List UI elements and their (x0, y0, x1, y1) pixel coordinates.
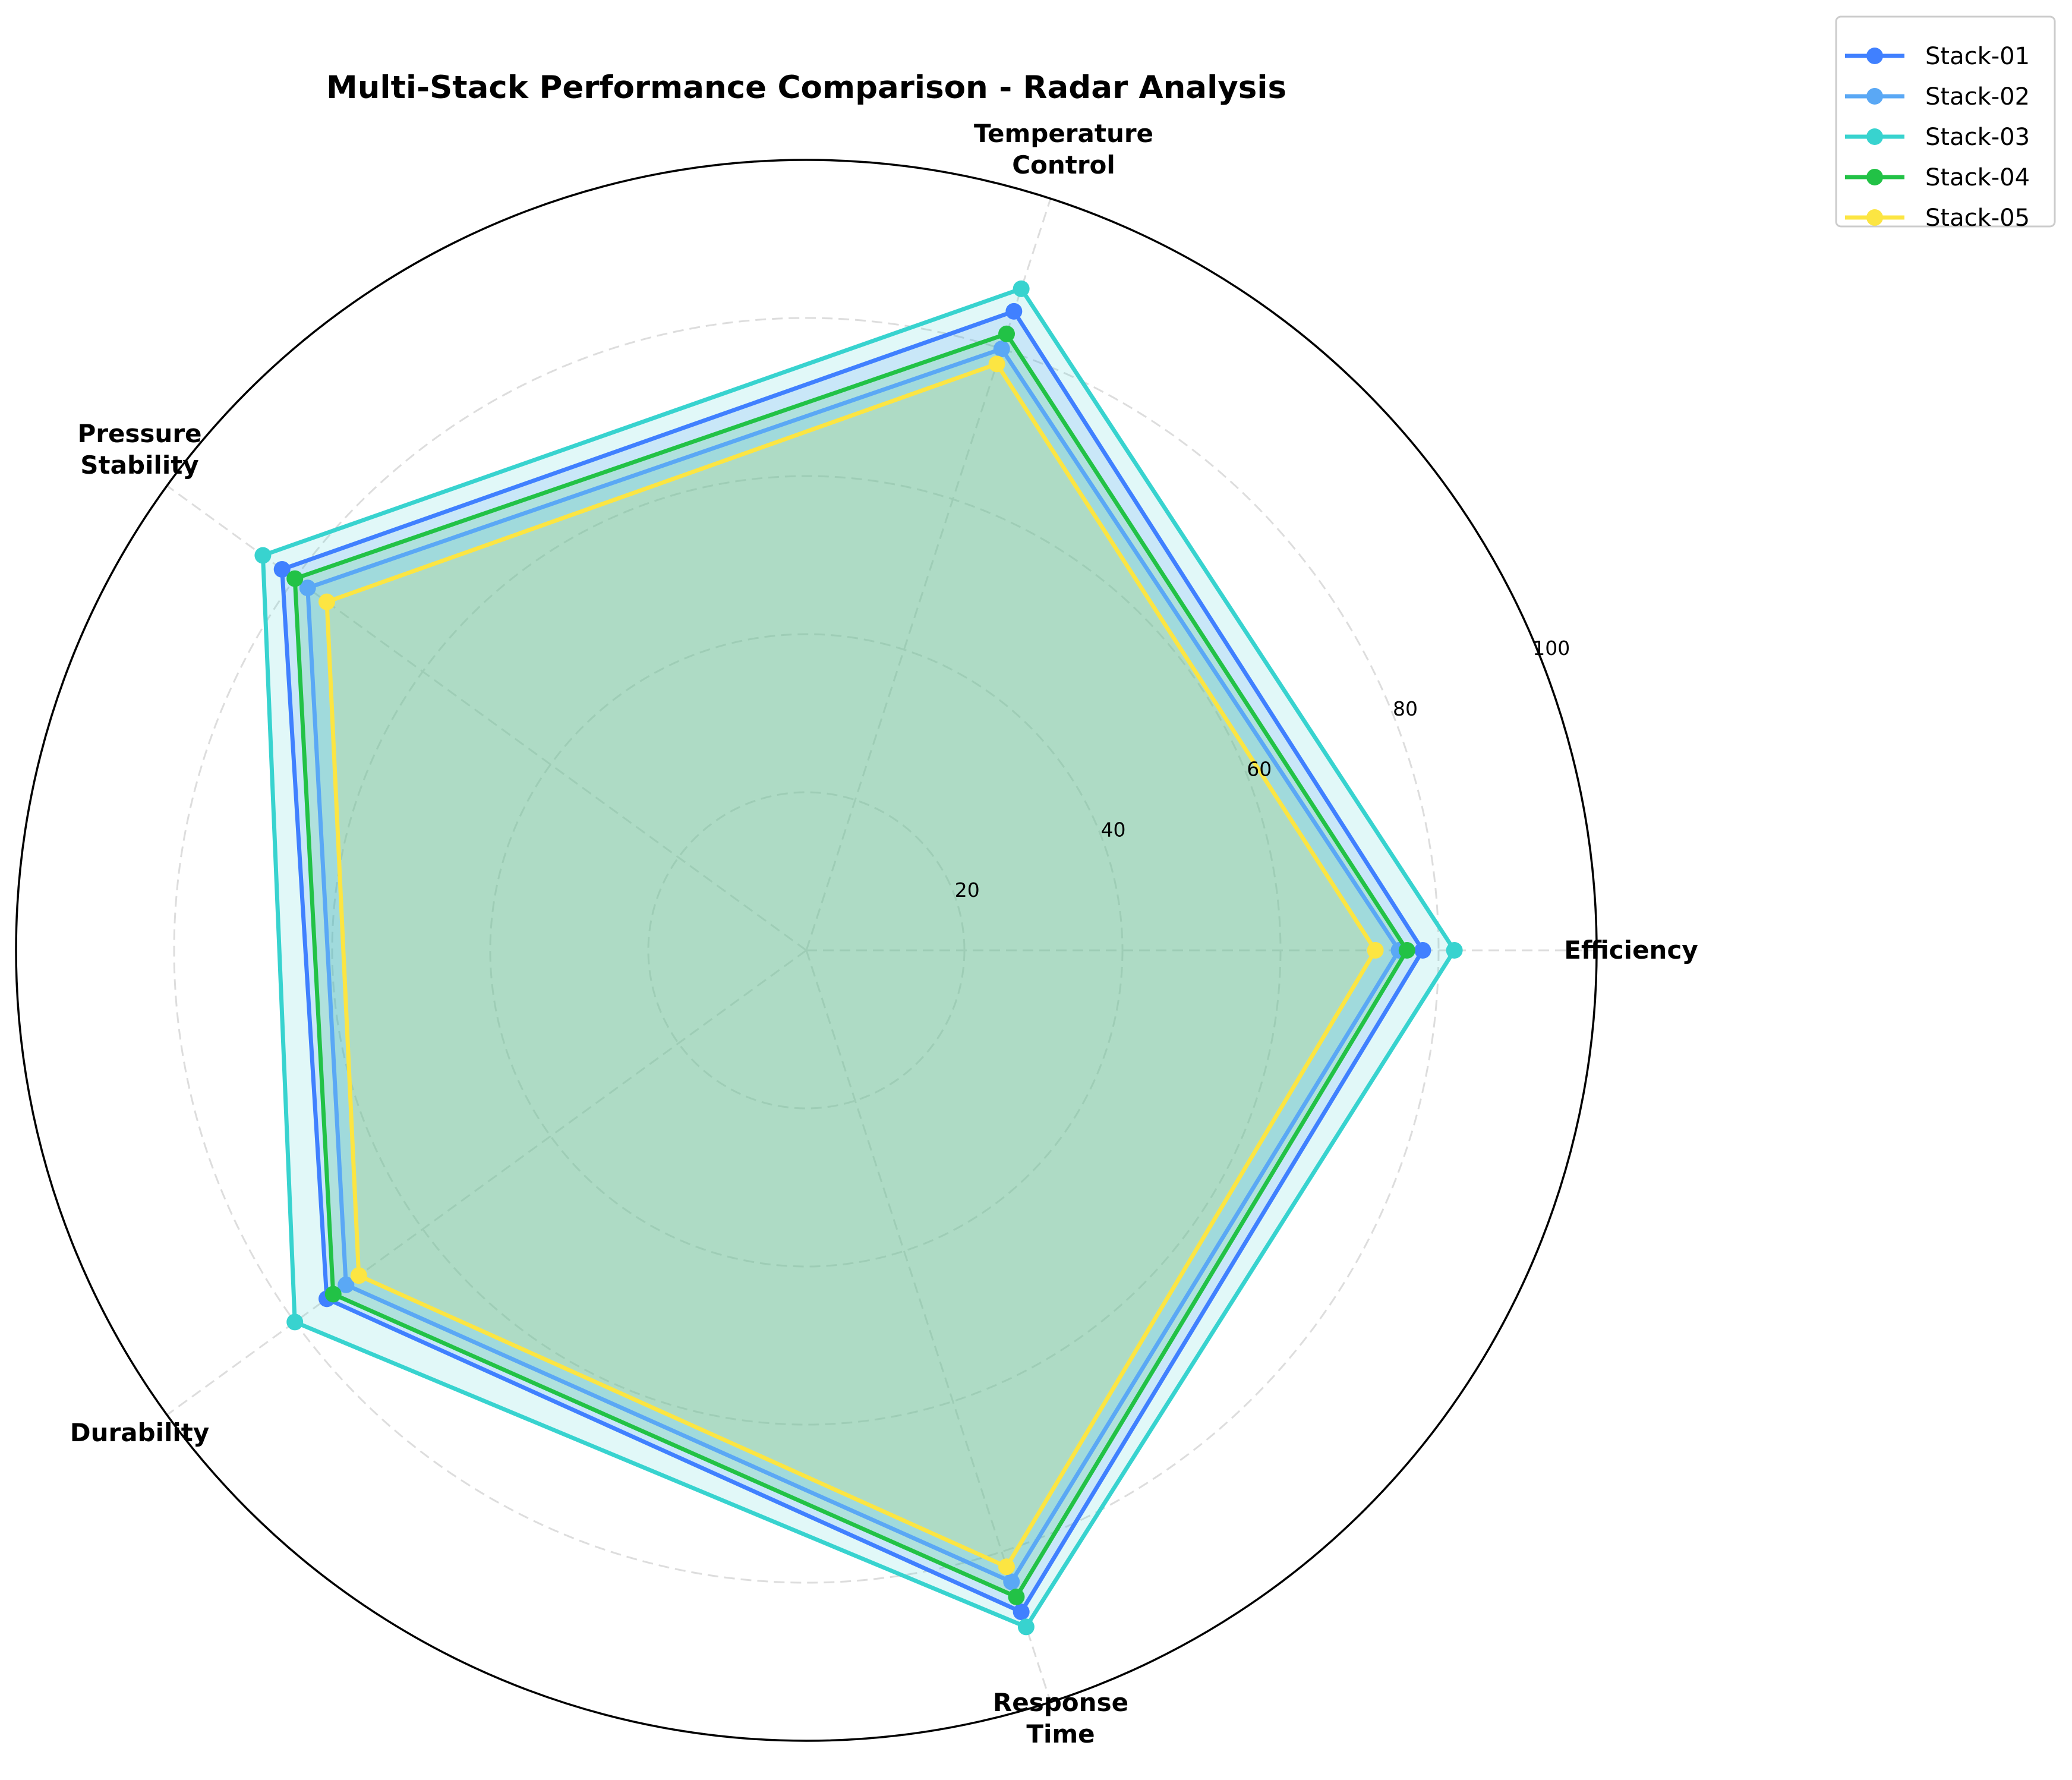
data-point-marker (1017, 1618, 1035, 1636)
legend-label: Stack-03 (1925, 124, 2030, 151)
series-fill-stack-03 (263, 288, 1455, 1627)
data-point-marker (1414, 942, 1431, 959)
data-point-marker (286, 570, 304, 587)
data-point-marker (998, 1558, 1015, 1576)
series-line (324, 361, 1378, 1570)
legend-box (1835, 15, 2056, 228)
series-line (305, 346, 1402, 1584)
data-point-marker (338, 1276, 355, 1293)
outer-frame (15, 159, 1598, 1742)
axis-label: Pressure Stability (77, 419, 201, 480)
radial-tick-label: 100 (1532, 637, 1570, 660)
series-lines (254, 280, 1463, 1636)
data-point-marker (254, 547, 272, 564)
legend-item-stack-02[interactable]: Stack-02 (1845, 83, 2030, 111)
data-point-marker (1446, 942, 1463, 959)
data-point-marker (988, 355, 1005, 373)
legend-marker-icon (1866, 209, 1883, 226)
legend-item-stack-04[interactable]: Stack-04 (1845, 164, 2030, 191)
grid-spoke (805, 198, 1052, 951)
data-point-marker (299, 579, 316, 597)
data-point-marker (273, 560, 291, 578)
legend-label: Stack-04 (1925, 164, 2030, 191)
chart-title: Multi-Stack Performance Comparison - Rad… (326, 70, 1286, 106)
series-fill-stack-02 (307, 349, 1399, 1582)
data-series (254, 280, 1463, 1636)
axis-label: Efficiency (1564, 935, 1698, 965)
series-fills (263, 288, 1455, 1627)
radial-tick-label: 60 (1247, 758, 1272, 781)
series-fill-stack-04 (295, 333, 1407, 1597)
grid-spoke (166, 949, 807, 1416)
radial-tick-label: 40 (1101, 818, 1126, 841)
legend-label: Stack-02 (1925, 83, 2030, 111)
data-point-marker (350, 1267, 367, 1284)
series-line (292, 331, 1409, 1600)
legend-item-stack-03[interactable]: Stack-03 (1845, 124, 2030, 151)
legend-label: Stack-01 (1925, 43, 2030, 70)
series-stack-04 (286, 325, 1415, 1605)
series-line (260, 286, 1457, 1630)
legend-item-stack-05[interactable]: Stack-05 (1845, 204, 2030, 232)
legend-label: Stack-05 (1925, 204, 2030, 232)
legend-marker-icon (1866, 48, 1883, 64)
legend-item-stack-01[interactable]: Stack-01 (1845, 43, 2030, 70)
legend-marker-icon (1866, 128, 1883, 145)
radial-tick-label: 80 (1393, 697, 1418, 720)
series-fill-stack-01 (282, 311, 1423, 1612)
series-line (280, 308, 1426, 1615)
data-point-marker (1013, 1603, 1030, 1621)
radial-tick-label: 20 (955, 878, 980, 902)
radial-tick-labels: 20 40 60 80 100 (955, 637, 1570, 902)
axis-label: Temperature Control (974, 119, 1153, 179)
series-stack-01 (273, 303, 1431, 1621)
data-point-marker (318, 593, 336, 610)
series-stack-03 (254, 280, 1463, 1636)
legend-marker-icon (1866, 169, 1883, 185)
grid-spoke (166, 485, 807, 952)
data-point-marker (324, 1286, 342, 1303)
legend: Stack-01 Stack-02 Stack-03 Stack-04 Stack-05 (1835, 15, 2056, 232)
axis-label: Durability (70, 1418, 210, 1447)
series-stack-05 (318, 355, 1384, 1576)
legend-marker-icon (1866, 88, 1883, 105)
data-point-marker (1013, 280, 1030, 297)
data-point-marker (286, 1313, 304, 1331)
data-point-marker (1003, 1573, 1020, 1590)
data-point-marker (1367, 942, 1384, 959)
data-point-marker (1398, 942, 1415, 959)
data-point-marker (1005, 303, 1023, 320)
axis-label: Response Time (993, 1688, 1128, 1749)
series-fill-stack-05 (327, 364, 1376, 1567)
data-point-marker (998, 325, 1015, 342)
data-point-marker (1008, 1588, 1025, 1605)
axis-labels: Efficiency Temperature Control Pressure Stab… (70, 119, 1698, 1749)
data-point-marker (993, 341, 1010, 358)
